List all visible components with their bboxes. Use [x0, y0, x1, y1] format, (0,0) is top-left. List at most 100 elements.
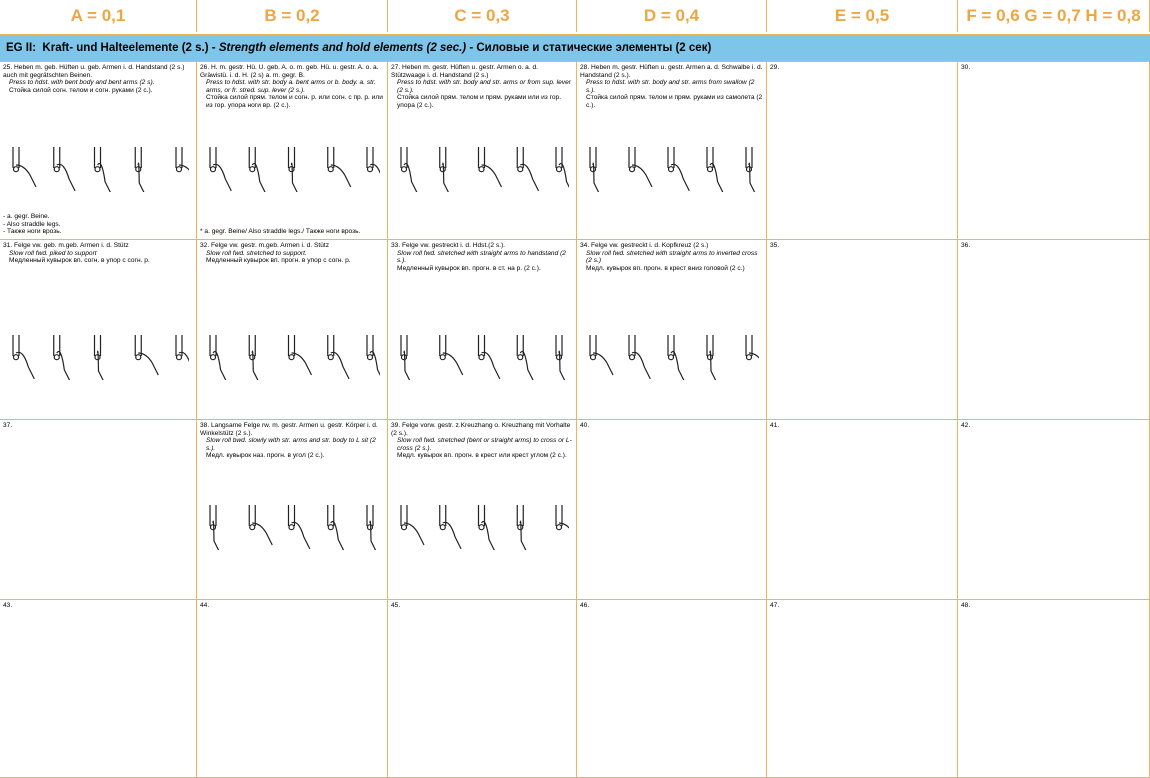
table-cell: 40. [577, 420, 767, 600]
cell-text-de: 26. H. m. gestr. Hü. U. geb. A. o. m. ge… [200, 64, 384, 79]
cell-text-de: 30. [961, 64, 1146, 72]
table-cell: 30. [958, 62, 1150, 240]
element-number: 40. [580, 422, 590, 429]
cell-text-de: 42. [961, 422, 1146, 430]
element-description-ru: Стойка силой прям. телом и прям. руками … [586, 94, 763, 109]
table-cell: 46. [577, 600, 767, 778]
element-number: 37. [3, 422, 13, 429]
cell-text-de: 45. [391, 602, 573, 610]
figure-sketch [400, 505, 569, 550]
element-description-de: Heben m. geb. Hüften u. geb. Armen i. d.… [3, 64, 185, 79]
element-description-de: Heben m. gestr. Hüften u. gestr. Armen o… [391, 64, 538, 79]
figure-sketch [209, 147, 380, 192]
table-cell: 44. [197, 600, 388, 778]
element-number: 35. [770, 242, 780, 249]
cell-text-de: 43. [3, 602, 193, 610]
element-note: - a. gegr. Beine. [3, 213, 50, 221]
element-description-en: Press to hdst. with str. body and str. a… [586, 79, 755, 94]
figure-sketch [400, 335, 566, 380]
cell-text-de: 40. [580, 422, 763, 430]
element-notes: - a. gegr. Beine. - Also straddle legs. - … [3, 213, 62, 236]
column-header: D = 0,4 [577, 0, 767, 32]
element-description-de: Felge vw. geb. m.geb. Armen i. d. Stütz [14, 242, 129, 249]
section-title-ru: Силовые и статические элементы (2 сек) [476, 42, 712, 54]
element-number: 45. [391, 602, 401, 609]
section-label: EG II: [6, 42, 37, 54]
cell-text-de: 27. Heben m. gestr. Hüften u. gestr. Arm… [391, 64, 573, 79]
element-description-ru: Медл. кувырок вп. прогн. в крест или кре… [397, 452, 567, 460]
element-number: 46. [580, 602, 590, 609]
element-description-en: Slow roll fwd. stretched with straight a… [586, 249, 758, 265]
figure-sketch [209, 335, 380, 380]
element-description-ru: Медленный кувырок вп. согн. в упор с сог… [9, 257, 150, 265]
table-cell: 31. Felge vw. geb. m.geb. Armen i. d. St… [0, 240, 197, 420]
element-number: 48. [961, 602, 971, 609]
element-description-ru: Медл. кувырок вп. прогн. в крест вниз го… [586, 264, 745, 272]
table-cell: 28. Heben m. gestr. Hüften u. gestr. Arm… [577, 62, 767, 240]
table-cell: 27. Heben m. gestr. Hüften u. gestr. Arm… [388, 62, 577, 240]
element-number: 43. [3, 602, 13, 609]
cell-text-de: 36. [961, 242, 1146, 250]
element-description-ru: Медл. кувырок наз. прогн. в угол (2 с.). [206, 452, 325, 460]
element-number: 42. [961, 422, 971, 429]
element-number: 28. [580, 64, 590, 71]
element-description-ru: Стойка силой согн. телом и согн. руками … [9, 86, 153, 94]
element-number: 33. [391, 242, 401, 249]
element-description-de: Heben m. gestr. Hüften u. gestr. Armen a… [580, 64, 763, 79]
section-bar: EG II: Kraft- und Halteelemente (2 s.) -… [0, 34, 1150, 62]
cell-text-de: 25. Heben m. geb. Hüften u. geb. Armen i… [3, 64, 193, 79]
element-number: 36. [961, 242, 971, 249]
element-description-de: Langsame Felge rw. m. gestr. Armen u. ge… [200, 422, 378, 437]
cell-text-de: 31. Felge vw. geb. m.geb. Armen i. d. St… [3, 242, 193, 250]
table-cell: 43. [0, 600, 197, 778]
cell-text-de: 28. Heben m. gestr. Hüften u. gestr. Arm… [580, 64, 763, 79]
element-description-de: H. m. gestr. Hü. U. geb. A. o. m. geb. H… [200, 64, 379, 79]
cell-text-de: 35. [770, 242, 954, 250]
figure-sketch [12, 335, 189, 380]
element-description-ru: Медленный кувырок вп. прогн. в ст. на р.… [397, 264, 541, 272]
column-header: A = 0,1 [0, 0, 197, 32]
figure-sketch [12, 147, 189, 192]
element-description-ru: Стойка силой прям. телом и прям. руками … [397, 94, 562, 109]
element-description-de: Felge vorw. gestr. z.Kreuzhang o. Kreuzh… [391, 422, 571, 437]
table-cell: 42. [958, 420, 1150, 600]
cell-text-de: 32. Felge vw. gestr. m.geb. Armen i. d. … [200, 242, 384, 250]
table-cell: 36. [958, 240, 1150, 420]
element-description-ru: Стойка силой прям. телом и согн. р. или … [206, 94, 383, 109]
element-description-en: Slow roll fwd. stretched (bent or straig… [397, 437, 572, 452]
element-note: - Also straddle legs. [3, 220, 61, 228]
figure-sketch [589, 147, 756, 192]
element-number: 26. [200, 64, 210, 71]
column-header: B = 0,2 [197, 0, 388, 32]
element-description-de: Felge vw. gestr. m.geb. Armen i. d. Stüt… [211, 242, 330, 249]
element-description-en: Slow roll fwd. piked to support [9, 249, 97, 257]
element-number: 44. [200, 602, 210, 609]
table-cell: 37. [0, 420, 197, 600]
cell-text-de: 44. [200, 602, 384, 610]
cell-text-de: 41. [770, 422, 954, 430]
element-description-en: Slow roll fwd. stretched with straight a… [397, 249, 566, 265]
section-title-en: Strength elements and hold elements (2 s… [218, 42, 467, 54]
cell-text-de: 48. [961, 602, 1146, 610]
element-note: * a. gegr. Beine/ Also straddle legs./ Т… [200, 228, 361, 236]
element-description-de: Felge vw. gestreckt i. d. Kopfkreuz (2 s… [591, 242, 709, 249]
element-description-en: Slow roll bwd. slowly with str. arms and… [206, 437, 376, 452]
table-cell: 32. Felge vw. gestr. m.geb. Armen i. d. … [197, 240, 388, 420]
table-cell: 39. Felge vorw. gestr. z.Kreuzhang o. Kr… [388, 420, 577, 600]
element-number: 32. [200, 242, 210, 249]
table-cell: 38. Langsame Felge rw. m. gestr. Armen u… [197, 420, 388, 600]
element-description-de: Felge vw. gestreckt i. d. Hdst.(2 s.). [402, 242, 505, 249]
column-header: E = 0,5 [767, 0, 958, 32]
figure-sketch [209, 505, 377, 550]
element-description-en: Press to hdst. with str. body and str. a… [397, 79, 571, 94]
element-number: 29. [770, 64, 780, 71]
cell-text-de: 37. [3, 422, 193, 430]
element-number: 31. [3, 242, 13, 249]
table-cell: 29. [767, 62, 958, 240]
element-description-en: Press to hdst. with bent body and bent a… [9, 79, 155, 87]
table-cell: 26. H. m. gestr. Hü. U. geb. A. o. m. ge… [197, 62, 388, 240]
table-cell: 34. Felge vw. gestreckt i. d. Kopfkreuz … [577, 240, 767, 420]
cell-text-de: 46. [580, 602, 763, 610]
element-number: 47. [770, 602, 780, 609]
